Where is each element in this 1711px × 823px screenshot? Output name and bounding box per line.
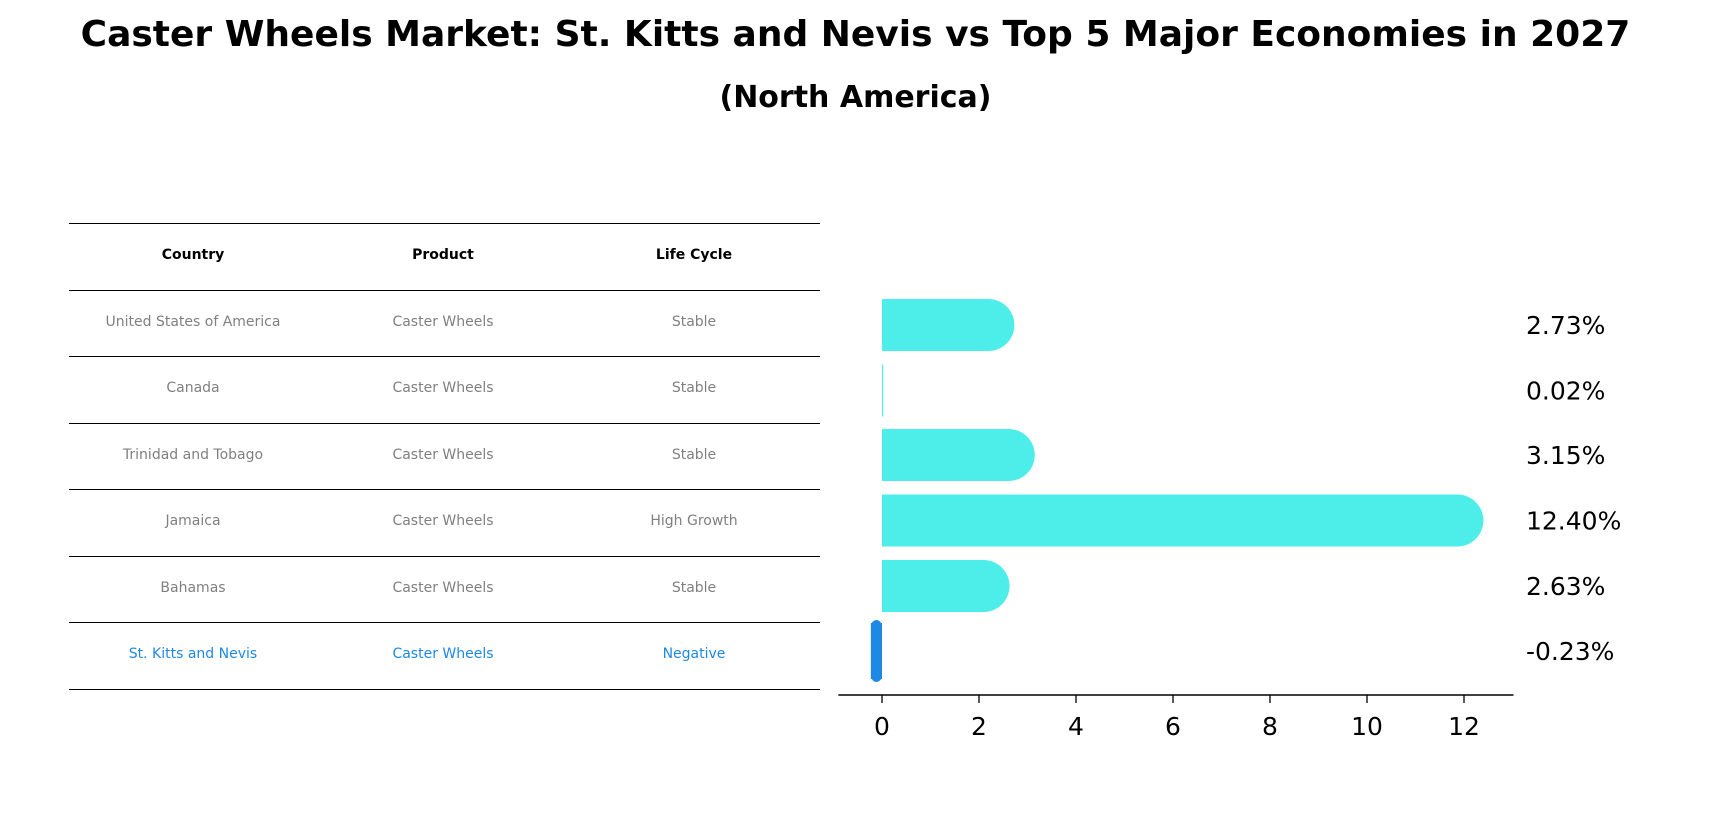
- x-tick-label: 8: [1262, 712, 1278, 741]
- table-rule: [69, 622, 820, 623]
- bar: [882, 560, 1010, 612]
- table-cell: Caster Wheels: [392, 579, 494, 596]
- table-cell: Caster Wheels: [392, 513, 494, 530]
- bar-marker: [871, 654, 882, 665]
- x-tick-label: 0: [874, 712, 890, 741]
- table-rule: [69, 555, 820, 557]
- table-rule: [69, 489, 820, 490]
- table-rule: [69, 223, 820, 224]
- bar: [882, 364, 884, 417]
- bar-value-label: 12.40%: [1526, 507, 1621, 536]
- bar-value-label: 3.15%: [1526, 441, 1605, 470]
- table-cell: Jamaica: [165, 513, 221, 530]
- table-rule: [69, 422, 820, 424]
- bar-marker: [871, 672, 882, 682]
- table-cell: Bahamas: [160, 579, 226, 596]
- table-cell: Stable: [671, 579, 717, 596]
- bar-value-label: 0.02%: [1526, 377, 1605, 406]
- bar-marker: [871, 663, 882, 674]
- table-header-cell: Country: [161, 247, 225, 264]
- x-tick-label: 4: [1068, 712, 1084, 741]
- table-rule: [69, 688, 820, 690]
- table-cell: Stable: [671, 313, 717, 330]
- bar-marker: [871, 628, 882, 639]
- table-header-cell: Life Cycle: [655, 247, 733, 264]
- table-cell: Negative: [662, 646, 726, 663]
- table-rule: [69, 356, 820, 357]
- bar-marker: [871, 646, 882, 656]
- x-tick-label: 10: [1351, 712, 1383, 741]
- table-cell: High Growth: [650, 513, 738, 530]
- bar: [882, 429, 1035, 481]
- bar-marker: [871, 620, 882, 630]
- bar: [882, 299, 1015, 351]
- bar-value-label: 2.73%: [1526, 311, 1605, 340]
- table-cell: Caster Wheels: [392, 446, 494, 463]
- table-rule: [69, 289, 820, 291]
- x-tick-label: 12: [1448, 712, 1480, 741]
- table-cell: St. Kitts and Nevis: [128, 646, 258, 663]
- bar-value-label: 2.63%: [1526, 572, 1605, 601]
- x-tick-label: 6: [1165, 712, 1181, 741]
- table-header-cell: Product: [412, 247, 474, 264]
- bar-marker: [871, 637, 882, 648]
- table-cell: Caster Wheels: [392, 646, 494, 663]
- bar: [882, 494, 1484, 547]
- chart-title: Caster Wheels Market: St. Kitts and Nevi…: [80, 14, 1631, 55]
- x-tick-label: 2: [971, 712, 987, 741]
- table-cell: United States of America: [105, 313, 281, 330]
- bar-value-label: -0.23%: [1526, 637, 1614, 666]
- table-cell: Caster Wheels: [392, 380, 494, 397]
- table-cell: Trinidad and Tobago: [122, 446, 264, 463]
- table-cell: Stable: [671, 446, 717, 463]
- table-cell: Canada: [166, 380, 220, 397]
- chart-subtitle: (North America): [719, 80, 992, 115]
- table-cell: Caster Wheels: [392, 313, 494, 330]
- table-cell: Stable: [671, 380, 717, 397]
